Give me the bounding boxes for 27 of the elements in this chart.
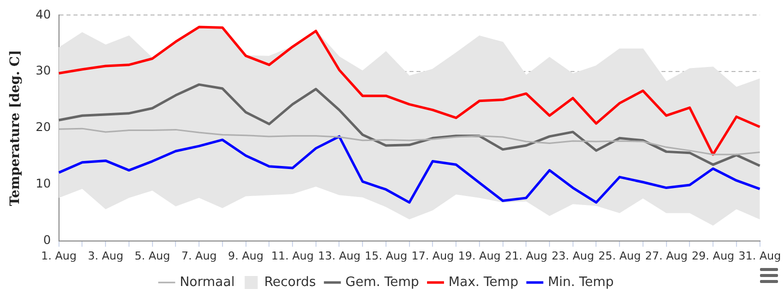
y-axis-title: Temperature [deg. C] xyxy=(8,50,24,206)
legend-label: Min. Temp xyxy=(548,274,614,290)
x-tick-label: 3. Aug xyxy=(88,249,124,262)
y-tick-label: 30 xyxy=(36,64,51,78)
y-tick-label: 20 xyxy=(36,120,51,134)
x-tick-label: 29. Aug xyxy=(692,249,734,262)
x-tick-label: 23. Aug xyxy=(552,249,594,262)
x-tick-label: 21. Aug xyxy=(504,249,548,262)
x-tick-label: 13. Aug xyxy=(318,249,360,262)
legend-label: Records xyxy=(264,274,316,290)
x-tick-label: 11. Aug xyxy=(271,249,314,262)
x-tick-label: 31. Aug xyxy=(738,249,782,262)
x-tick-label: 9. Aug xyxy=(228,249,264,262)
x-tick-label: 7. Aug xyxy=(181,249,217,262)
x-tick-label: 1. Aug xyxy=(41,249,77,262)
y-tick-label: 0 xyxy=(43,232,51,247)
legend-label: Gem. Temp xyxy=(345,274,420,290)
x-tick-label: 17. Aug xyxy=(411,249,454,262)
x-tick-label: 15. Aug xyxy=(364,249,408,262)
x-tick-label: 19. Aug xyxy=(458,249,501,262)
legend-label: Max. Temp xyxy=(448,274,518,290)
x-tick-label: 25. Aug xyxy=(598,249,641,262)
x-tick-label: 5. Aug xyxy=(134,249,170,262)
y-tick-label: 40 xyxy=(36,7,51,22)
y-tick-label: 10 xyxy=(36,176,51,191)
x-tick-label: 27. Aug xyxy=(645,249,688,262)
legend-label: Normaal xyxy=(180,274,235,290)
